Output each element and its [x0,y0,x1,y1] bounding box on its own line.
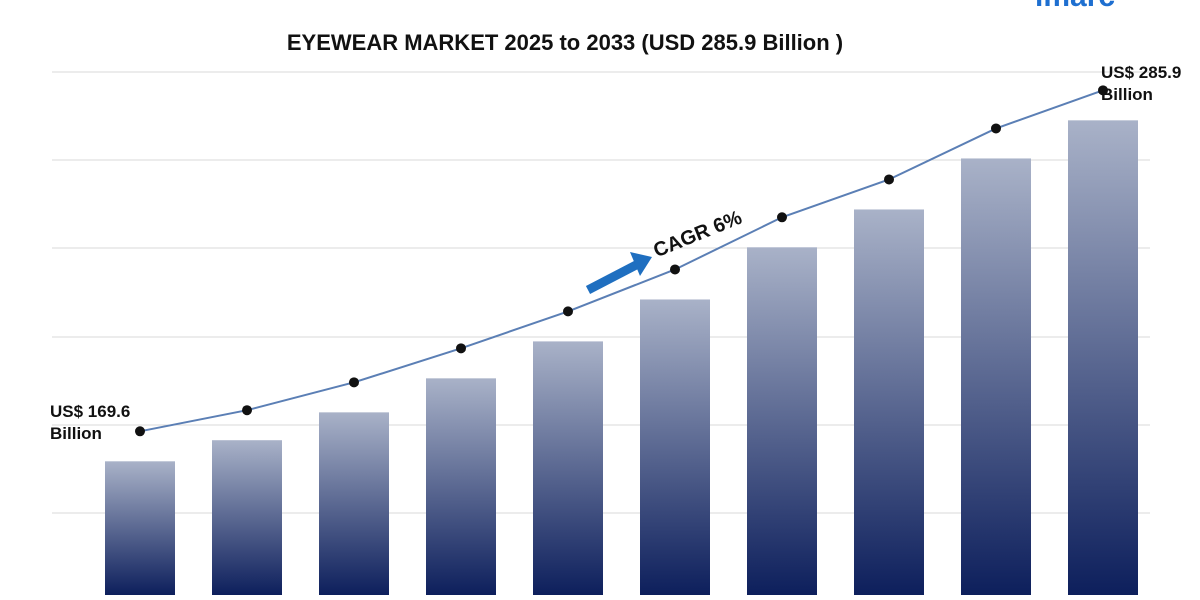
trend-dot [991,123,1001,134]
logo: imarc [1035,0,1115,13]
trend-dot [135,426,145,437]
trend-dot [1098,85,1108,96]
bar [426,378,496,595]
value-label: US$ 169.6 Billion [50,402,131,444]
trend-dot [563,306,573,317]
annotation: CAGR 6% [650,207,745,262]
cagr-arrow [585,252,652,294]
bar [640,299,710,595]
bar [747,247,817,595]
trend-dot [884,174,894,185]
bar [1068,120,1138,596]
trend-line [139,89,1104,433]
chart-title: EYEWEAR MARKET 2025 to 2033 (USD 285.9 B… [287,30,843,55]
bar [533,341,603,595]
trend-dot [777,212,787,223]
trend-dot [456,343,466,354]
bar [212,440,282,595]
arrow-shaft [585,260,641,294]
bar [854,209,924,595]
bar [105,461,175,595]
arrow-head [630,252,652,276]
bar [961,158,1031,595]
trend-dot [670,264,680,275]
trend-dot [242,405,252,416]
bar [319,412,389,595]
trend-dot [349,377,359,388]
value-label: US$ 285.9 Billion [1101,63,1182,105]
